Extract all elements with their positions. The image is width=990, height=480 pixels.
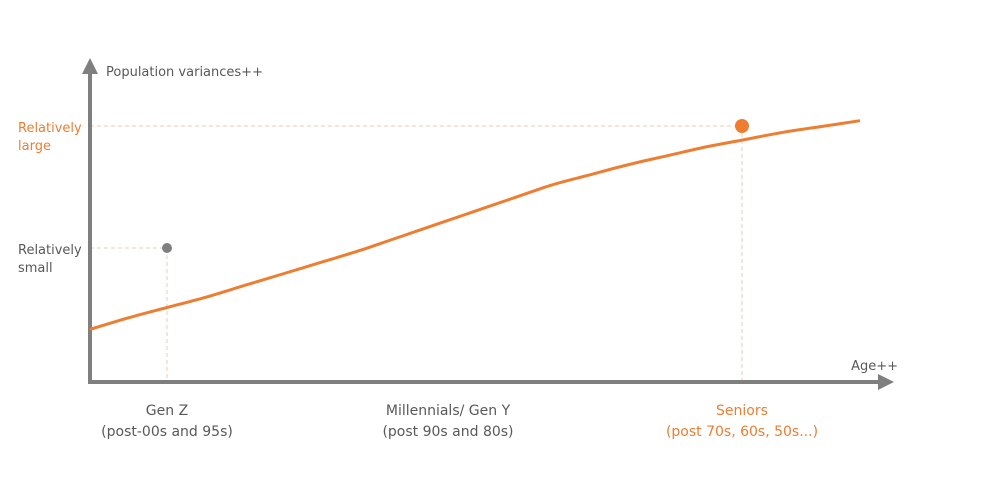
series-line <box>89 119 861 331</box>
y-level-label-line2: small <box>18 261 53 276</box>
y-axis-arrow <box>82 58 98 74</box>
category-labels: Gen Z (post-00s and 95s) Millennials/ Gen … <box>101 403 818 440</box>
category-label-line1: Seniors <box>716 403 768 419</box>
y-axis-label: Population variances++ <box>106 65 263 80</box>
y-level-label-line1: Relatively <box>18 243 82 258</box>
x-axis-arrow <box>878 374 894 390</box>
y-level-label-line1: Relatively <box>18 121 82 136</box>
category-label: Seniors (post 70s, 60s, 50s...) <box>666 403 818 440</box>
category-label-line1: Millennials/ Gen Y <box>386 403 511 419</box>
category-label-line2: (post 90s and 80s) <box>382 424 513 440</box>
category-label-line1: Gen Z <box>146 403 188 419</box>
y-level-label-line2: large <box>18 139 51 154</box>
x-axis-label: Age++ <box>851 359 898 374</box>
y-level-label: Relatively small <box>18 243 82 276</box>
category-label: Millennials/ Gen Y (post 90s and 80s) <box>382 403 513 440</box>
markers <box>162 119 749 253</box>
category-label-line2: (post 70s, 60s, 50s...) <box>666 424 818 440</box>
marker-point <box>735 119 749 133</box>
guide-lines <box>90 125 743 382</box>
category-label: Gen Z (post-00s and 95s) <box>101 403 233 440</box>
marker-point <box>162 243 172 253</box>
y-level-label: Relatively large <box>18 121 82 154</box>
category-label-line2: (post-00s and 95s) <box>101 424 233 440</box>
y-level-labels: Relatively large Relatively small <box>18 121 82 276</box>
axes <box>82 58 894 390</box>
